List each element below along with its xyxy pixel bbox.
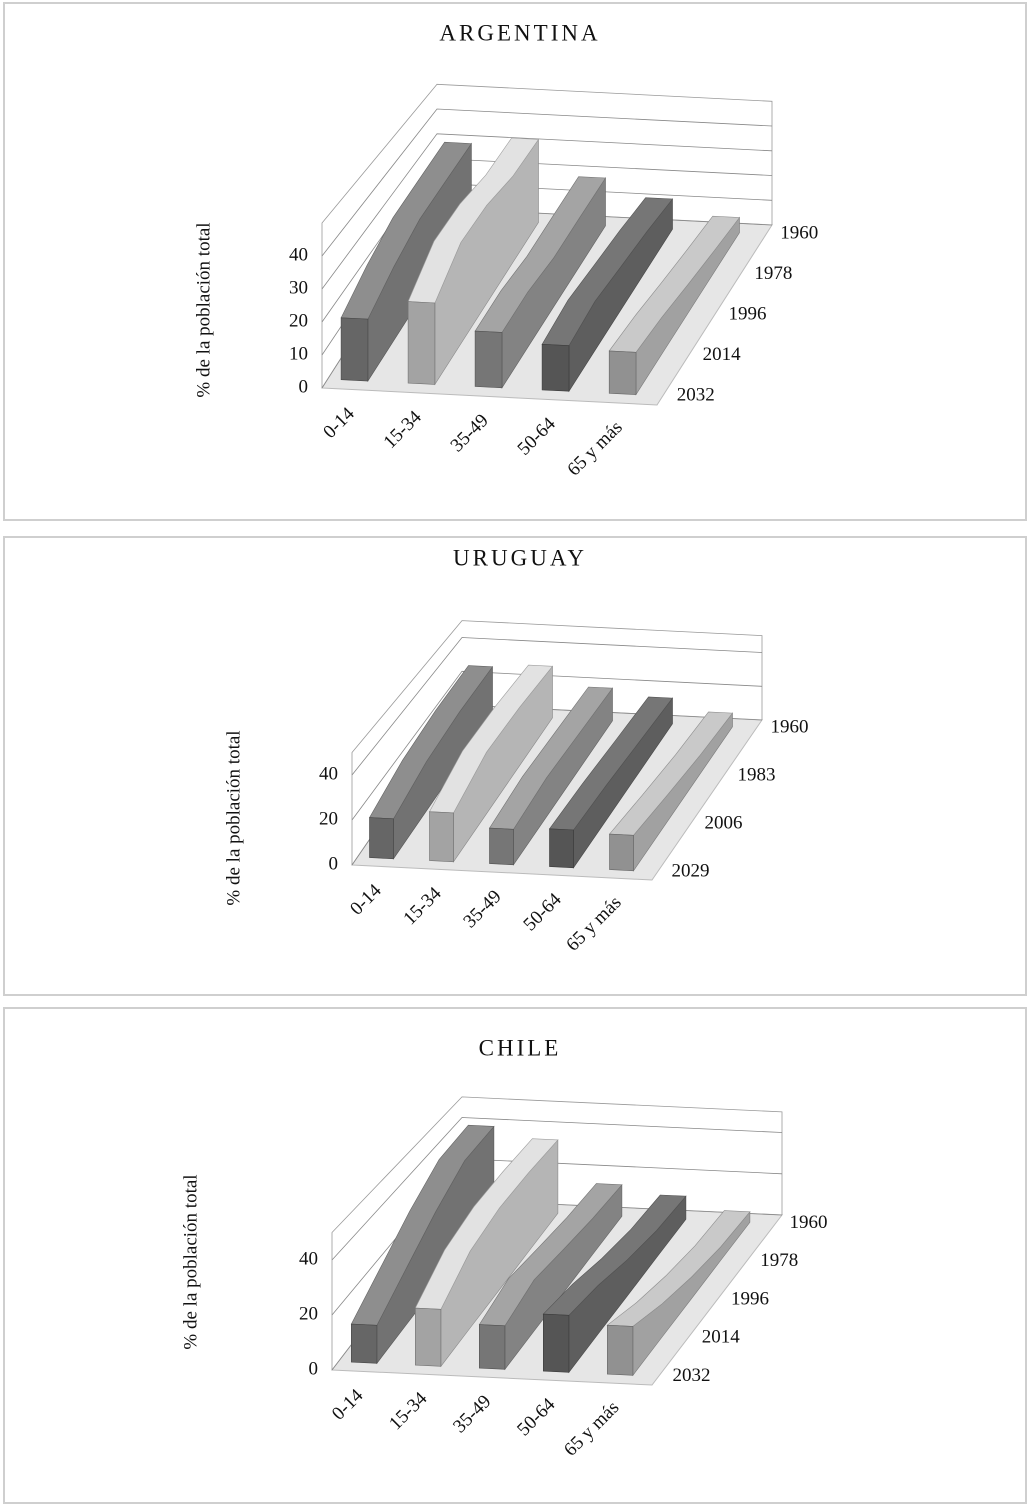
y-tick-label: 10 bbox=[289, 343, 308, 364]
y-tick-label: 0 bbox=[329, 853, 339, 874]
ribbon-front bbox=[542, 1313, 570, 1373]
x-tick-label: 35-49 bbox=[459, 886, 505, 932]
x-tick-label: 65 y más bbox=[562, 892, 625, 955]
grid-line bbox=[321, 108, 773, 257]
x-tick-label: 65 y más bbox=[560, 1397, 623, 1460]
depth-tick-label: 1960 bbox=[771, 716, 809, 737]
ribbon-front bbox=[407, 301, 436, 385]
x-tick-label: 0-14 bbox=[319, 403, 359, 443]
panel-frame bbox=[3, 2, 1027, 521]
y-tick-label: 0 bbox=[299, 376, 309, 397]
depth-tick-label: 2014 bbox=[703, 344, 742, 365]
y-axis-label: % de la población total bbox=[223, 730, 244, 905]
y-tick-label: 40 bbox=[319, 763, 338, 784]
depth-tick-label: 2032 bbox=[673, 1365, 711, 1386]
x-tick-label: 35-49 bbox=[449, 1391, 495, 1437]
y-tick-label: 40 bbox=[299, 1248, 318, 1269]
chart-title: CHILE bbox=[479, 1035, 562, 1060]
y-tick-label: 20 bbox=[319, 808, 338, 829]
grid-line bbox=[351, 637, 763, 776]
y-axis-label: % de la población total bbox=[193, 222, 214, 397]
ribbon-front bbox=[478, 1324, 506, 1370]
ribbon-front bbox=[489, 827, 514, 866]
depth-tick-label: 2032 bbox=[677, 384, 715, 405]
ribbon-front bbox=[606, 1324, 634, 1376]
x-tick-label: 15-34 bbox=[399, 883, 446, 930]
wall-outline bbox=[321, 83, 773, 388]
y-tick-label: 0 bbox=[309, 1358, 319, 1379]
depth-tick-label: 1996 bbox=[731, 1288, 769, 1309]
x-tick-label: 0-14 bbox=[346, 880, 386, 920]
ribbon-front bbox=[474, 330, 503, 389]
ribbon-front bbox=[541, 343, 570, 392]
grid-line bbox=[351, 670, 763, 821]
y-tick-label: 30 bbox=[289, 277, 308, 298]
grid-line bbox=[321, 133, 773, 290]
x-tick-label: 0-14 bbox=[328, 1385, 368, 1425]
x-tick-label: 35-49 bbox=[447, 410, 493, 456]
x-tick-label: 50-64 bbox=[513, 1394, 560, 1441]
y-tick-label: 20 bbox=[289, 310, 308, 331]
depth-tick-label: 1996 bbox=[729, 303, 767, 324]
depth-tick-label: 2006 bbox=[705, 812, 743, 833]
x-tick-label: 15-34 bbox=[385, 1388, 432, 1435]
ribbon-front bbox=[369, 817, 394, 860]
wall-outline bbox=[351, 620, 763, 865]
y-tick-label: 20 bbox=[299, 1303, 318, 1324]
depth-tick-label: 2029 bbox=[672, 860, 710, 881]
chart-title: ARGENTINA bbox=[439, 20, 600, 45]
ribbon-front bbox=[609, 833, 634, 872]
depth-tick-label: 2014 bbox=[702, 1327, 741, 1348]
panel-frame bbox=[3, 1007, 1027, 1504]
x-tick-label: 50-64 bbox=[514, 413, 561, 460]
wall-outline bbox=[331, 1096, 783, 1370]
ribbon-front bbox=[340, 317, 369, 382]
panel-frame bbox=[3, 536, 1027, 996]
ribbon-front bbox=[414, 1307, 442, 1367]
depth-tick-label: 1983 bbox=[738, 764, 776, 785]
depth-tick-label: 1978 bbox=[754, 263, 792, 284]
chart-title: URUGUAY bbox=[453, 545, 587, 570]
ribbon-front bbox=[549, 828, 574, 869]
depth-tick-label: 1978 bbox=[760, 1250, 798, 1271]
depth-tick-label: 1960 bbox=[780, 222, 818, 243]
x-tick-label: 65 y más bbox=[563, 417, 626, 480]
depth-tick-label: 1960 bbox=[790, 1212, 828, 1233]
y-axis-label: % de la población total bbox=[180, 1174, 201, 1349]
ribbon-front bbox=[350, 1323, 378, 1364]
x-tick-label: 15-34 bbox=[380, 406, 427, 453]
grid-line bbox=[331, 1117, 783, 1261]
y-tick-label: 40 bbox=[289, 244, 308, 265]
ribbon-front bbox=[429, 811, 454, 863]
ribbon-front bbox=[608, 350, 637, 395]
x-tick-label: 50-64 bbox=[519, 889, 566, 936]
